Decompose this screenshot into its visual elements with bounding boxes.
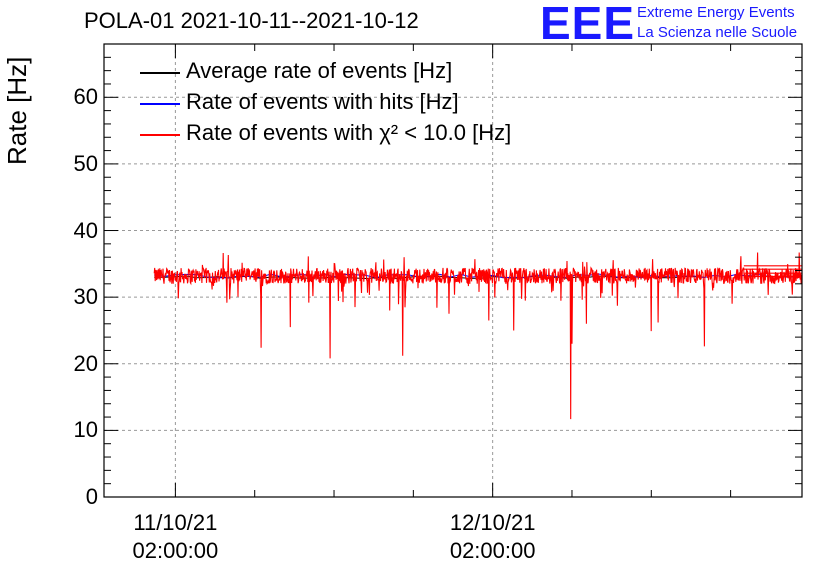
y-tick-label: 40 [73,217,98,243]
eee-logo: EEE [540,0,636,49]
x-tick-label: 11/10/21 02:00:00 [95,509,255,565]
y-axis-label: Rate [Hz] [2,56,32,165]
y-tick-label: 20 [73,350,98,376]
x-tick-date: 12/10/21 [449,510,536,535]
x-tick-time: 02:00:00 [132,538,219,563]
legend-label: Rate of events with hits [Hz] [186,89,459,114]
legend-label: Average rate of events [Hz] [186,58,453,83]
legend-swatch-red [140,134,180,136]
x-tick-label: 12/10/21 02:00:00 [413,509,573,565]
logo-subtitle-1: Extreme Energy Events [637,4,795,21]
chart-grid [104,44,802,497]
legend-label: Rate of events with χ² < 10.0 [Hz] [186,120,512,145]
y-tick-label: 60 [73,84,98,110]
chart-series [153,252,803,420]
x-tick-date: 11/10/21 [133,510,218,535]
x-tick-time: 02:00:00 [449,538,536,563]
legend-swatch-black [140,72,180,74]
legend-swatch-blue [140,103,180,105]
axis-ticks [104,43,802,498]
chart-title: POLA-01 2021-10-11--2021-10-12 [84,8,419,33]
y-tick-label: 30 [73,284,98,310]
y-tick-label: 50 [73,150,98,176]
series-line-chi2 [153,252,803,420]
y-tick-label: 10 [73,417,98,443]
y-tick-label: 0 [85,484,98,509]
logo-subtitle-2: La Scienza nelle Scuole [637,24,798,41]
